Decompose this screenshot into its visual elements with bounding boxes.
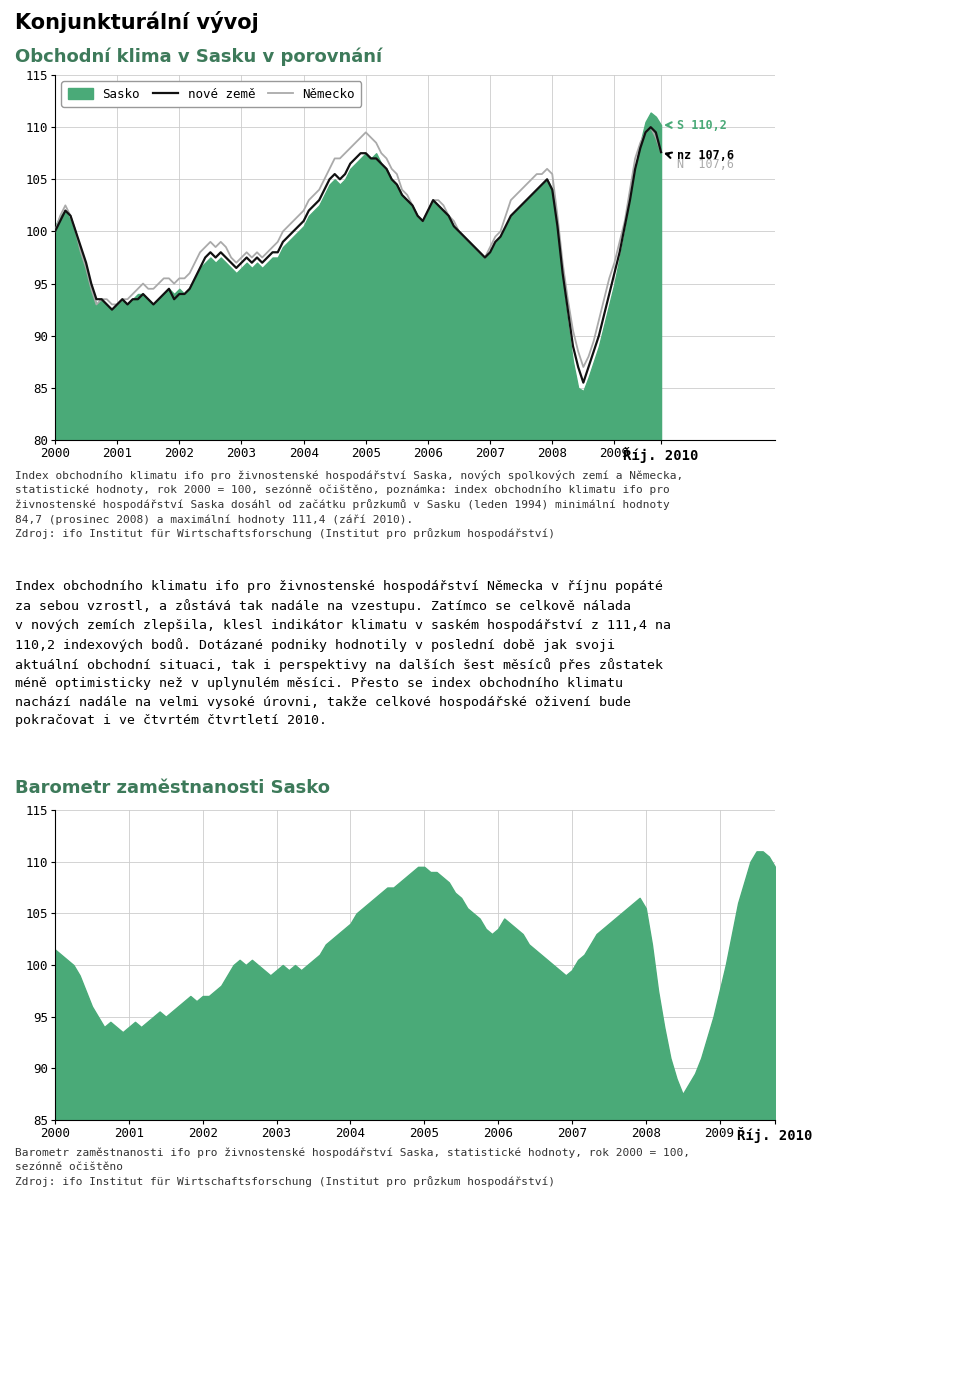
Text: nz 107,6: nz 107,6	[677, 149, 733, 161]
Text: Index obchodního klimatu ifo pro živnostenské hospodářství Německa v říjnu popát: Index obchodního klimatu ifo pro živnost…	[15, 581, 671, 726]
Text: S 110,2: S 110,2	[677, 118, 727, 132]
Text: Konjunkturální vývoj: Konjunkturální vývoj	[15, 11, 259, 33]
Legend: Sasko, nové země, Německo: Sasko, nové země, Německo	[61, 81, 361, 107]
Text: N  107,6: N 107,6	[677, 158, 733, 171]
Text: Barometr zaměstnanosti Sasko: Barometr zaměstnanosti Sasko	[15, 779, 330, 797]
Text: Barometr zaměstnanosti ifo pro živnostenské hospodářství Saska, statistické hodn: Barometr zaměstnanosti ifo pro živnosten…	[15, 1147, 690, 1188]
Text: Obchodní klima v Sasku v porovnání: Obchodní klima v Sasku v porovnání	[15, 47, 382, 67]
Text: Index obchodního klimatu ifo pro živnostenské hospodářství Saska, nových spolkov: Index obchodního klimatu ifo pro živnost…	[15, 469, 684, 539]
